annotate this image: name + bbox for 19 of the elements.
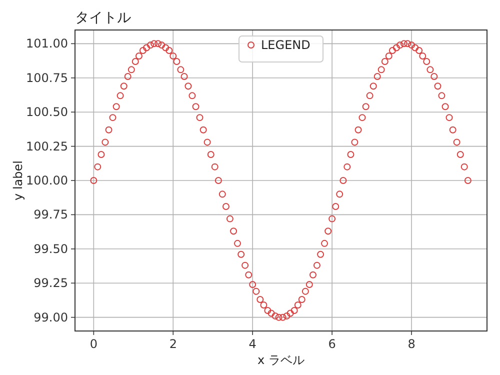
y-tick-label: 100.00 xyxy=(26,174,68,188)
y-tick-label: 100.75 xyxy=(26,70,68,85)
y-tick-label: 101.00 xyxy=(26,36,68,51)
x-tick-label: 4 xyxy=(248,337,256,351)
x-tick-label: 0 xyxy=(90,337,98,351)
y-tick-label: 99.00 xyxy=(34,310,68,324)
legend-label: LEGEND xyxy=(261,38,310,52)
y-tick-label: 99.25 xyxy=(34,276,68,290)
chart-title: タイトル xyxy=(75,10,131,26)
x-axis-title: x ラベル xyxy=(258,353,304,367)
y-tick-label: 100.25 xyxy=(26,139,68,154)
x-tick-label: 2 xyxy=(169,337,177,351)
y-tick-label: 99.50 xyxy=(34,242,68,256)
y-axis-title: y label xyxy=(11,160,25,200)
y-tick-label: 100.50 xyxy=(26,105,68,120)
x-tick-label: 6 xyxy=(328,337,336,351)
x-tick-label: 8 xyxy=(408,337,416,351)
legend: LEGEND xyxy=(238,36,324,62)
y-tick-label: 99.75 xyxy=(34,208,68,222)
